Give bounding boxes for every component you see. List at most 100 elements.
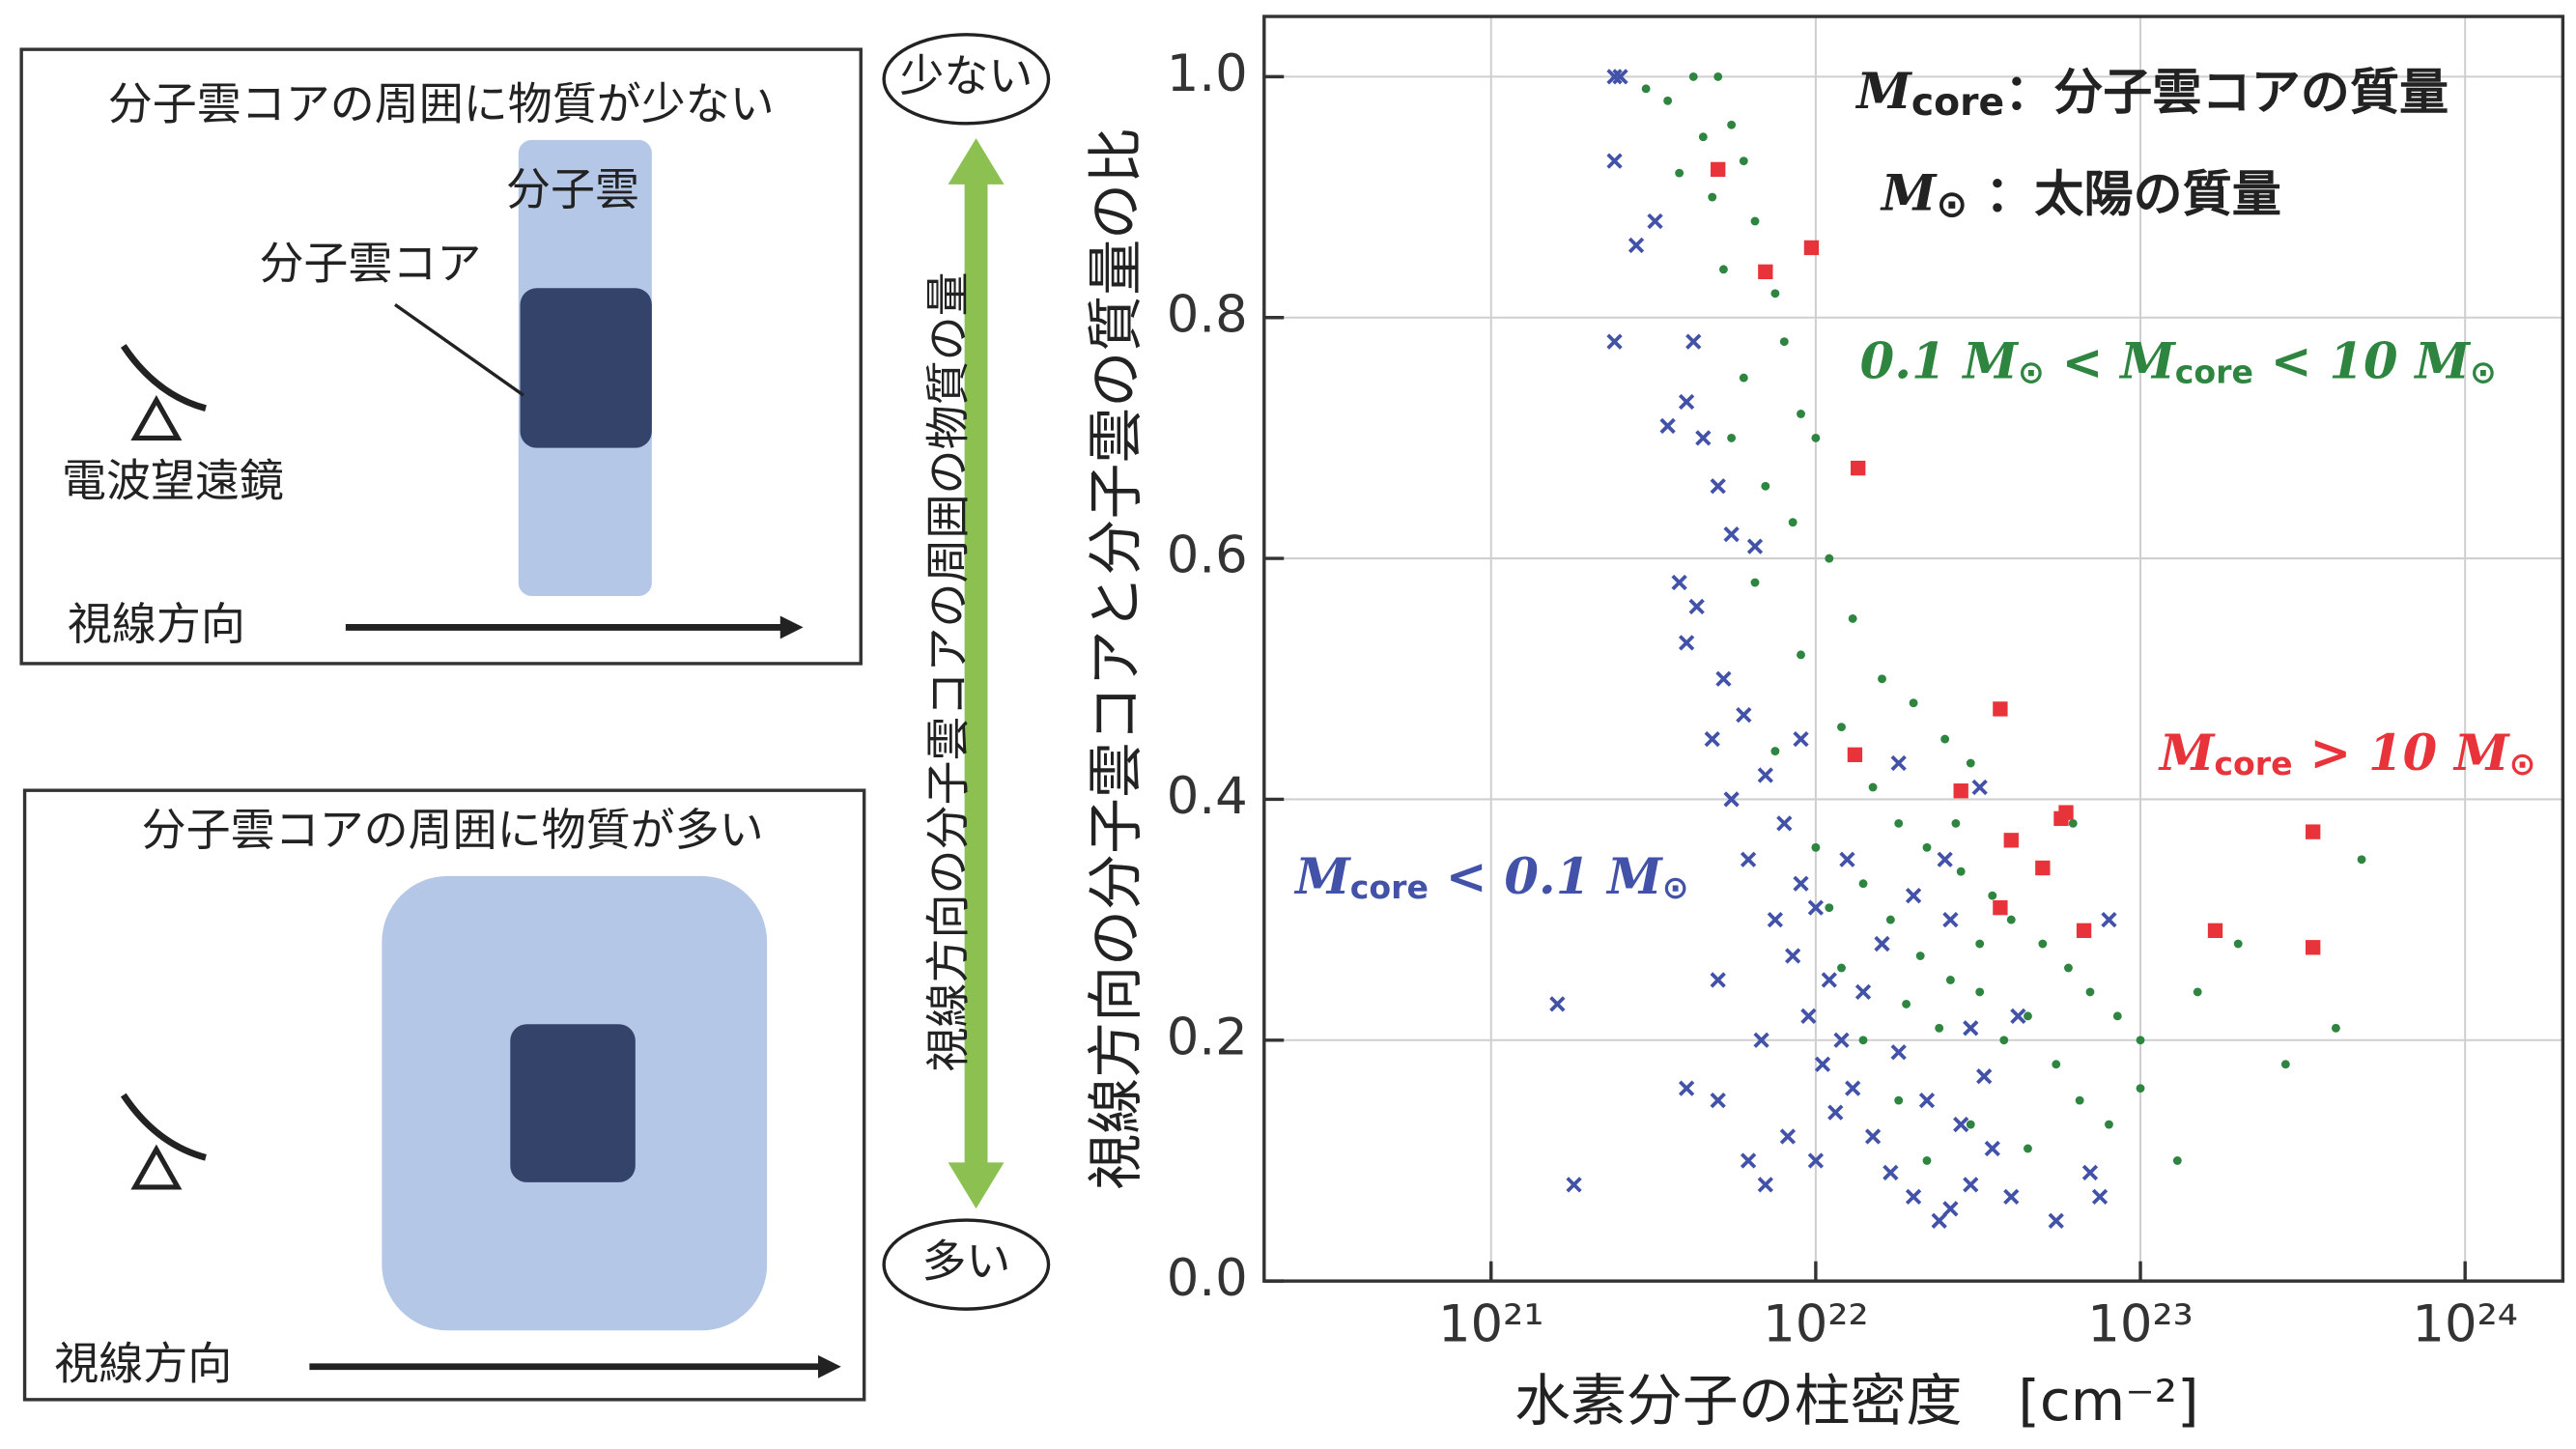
point <box>1685 333 1702 350</box>
chart: 視線方向の分子雲コアと分子雲の質量の比 水素分子の柱密度 [cm⁻²] 10²¹… <box>1083 14 2565 1434</box>
point <box>1942 911 1959 928</box>
point <box>1882 1164 1899 1181</box>
point <box>1688 598 1705 615</box>
point <box>1811 842 1821 852</box>
point <box>2357 855 2366 865</box>
point <box>2091 1188 2109 1206</box>
annotation-part: core <box>1911 81 2004 125</box>
point <box>1837 723 1846 732</box>
annotation-part: M <box>2158 724 2216 782</box>
point <box>1779 337 1789 347</box>
point <box>1770 289 1780 298</box>
point <box>2136 1036 2145 1045</box>
point <box>2006 915 2016 924</box>
annotation-part: M <box>1293 848 1351 906</box>
point <box>1807 899 1825 916</box>
point <box>2058 805 2074 820</box>
point <box>1678 393 1695 411</box>
point <box>2280 1060 2290 1069</box>
point <box>1937 851 1953 867</box>
point <box>1678 635 1695 651</box>
point <box>1753 1032 1769 1048</box>
point <box>1663 96 1673 105</box>
annotation-part: < 0.1 <box>1429 848 1607 906</box>
arrow-head <box>817 1354 841 1378</box>
point <box>1858 879 1868 889</box>
scale: 少ない 多い 視線方向の分子雲コアの周囲の物質の量 <box>882 33 1051 1311</box>
scale-bottom-oval <box>882 1218 1051 1311</box>
point <box>1821 972 1837 988</box>
point <box>1868 782 1878 792</box>
point <box>1606 69 1623 85</box>
point <box>1710 972 1726 988</box>
point <box>1951 818 1961 828</box>
panel-title: 分子雲コアの周囲に物質が少ない <box>108 77 775 129</box>
point <box>1885 915 1895 924</box>
point <box>1641 84 1651 94</box>
point <box>1825 554 1834 563</box>
y-axis-label: 視線方向の分子雲コアと分子雲の質量の比 <box>1083 128 1148 1190</box>
telescope-dish <box>120 344 207 412</box>
point <box>1713 71 1723 81</box>
point <box>1902 999 1911 1009</box>
point <box>1833 1032 1850 1048</box>
point <box>1750 216 1760 226</box>
point <box>1878 674 1886 684</box>
point <box>1942 1201 1959 1217</box>
point <box>1956 867 1966 876</box>
point <box>1953 1116 1969 1133</box>
point <box>1999 1036 2009 1045</box>
annotation-part: core <box>2175 353 2253 390</box>
annotation-part: ⊙ <box>1936 184 1967 227</box>
point <box>1647 213 1663 230</box>
point <box>1922 1156 1932 1165</box>
annotation-part: > 10 <box>2293 724 2454 782</box>
point <box>1945 976 1955 984</box>
point <box>1854 983 1872 1001</box>
point <box>1659 417 1676 435</box>
point <box>1628 237 1645 254</box>
point <box>1606 333 1623 350</box>
point <box>1894 1095 1904 1105</box>
y-tick-label: 0.4 <box>1167 767 1248 826</box>
point <box>2052 1060 2061 1069</box>
point <box>1890 754 1907 772</box>
point <box>2024 1011 2032 1021</box>
annotation-part: ⊙ <box>1662 868 1689 906</box>
point <box>1710 478 1726 495</box>
point <box>1739 373 1748 383</box>
x-tick-label: 10²³ <box>2087 1295 2194 1354</box>
panel-bottom: 分子雲コアの周囲に物質が多い 視線方向 <box>22 788 866 1402</box>
point <box>1711 161 1726 178</box>
point <box>2038 939 2048 949</box>
point <box>1757 767 1773 783</box>
annotation-part: ⊙ <box>2509 745 2536 782</box>
point <box>1793 875 1809 892</box>
core-label: 分子雲コア <box>259 238 481 290</box>
point <box>1761 481 1770 491</box>
annotation: Mcore < 0.1 M⊙ <box>1293 848 1688 906</box>
point <box>1704 730 1720 748</box>
point <box>1922 842 1932 852</box>
annotation-part: ⊙ <box>2018 353 2045 390</box>
y-tick-label: 1.0 <box>1167 44 1248 103</box>
point <box>1710 1092 1726 1109</box>
annotation-part: M <box>1961 332 2019 390</box>
point <box>1963 1020 1979 1037</box>
telescope-stand <box>130 395 183 440</box>
annotation-part: < 10 <box>2253 332 2415 390</box>
point <box>1827 1104 1844 1121</box>
point <box>1966 758 1975 768</box>
point <box>1807 1152 1825 1169</box>
point <box>1975 939 1985 949</box>
panel-top: 分子雲コアの周囲に物質が少ない 分子雲 分子雲コア 電波望遠鏡 視線方向 <box>19 47 863 666</box>
scale-label: 視線方向の分子雲コアの周囲の物質の量 <box>922 271 975 1071</box>
annotation-part: M <box>2452 724 2510 782</box>
arrow-head <box>779 615 804 639</box>
point <box>2075 1095 2084 1105</box>
point <box>1746 538 1764 554</box>
point <box>1890 1044 1907 1061</box>
point <box>1988 891 1997 900</box>
point <box>2010 1008 2026 1024</box>
point <box>1793 730 1809 748</box>
